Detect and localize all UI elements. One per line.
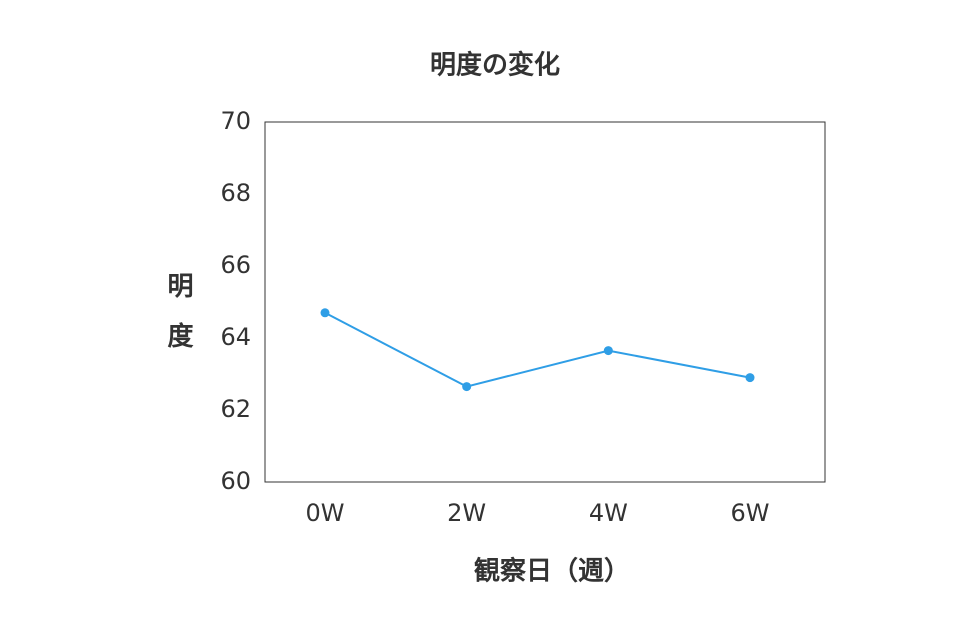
y-tick-label: 60 <box>220 467 251 495</box>
y-tick-label: 62 <box>220 395 251 423</box>
x-axis-label: 観察日（週） <box>474 556 630 587</box>
y-tick-label: 70 <box>220 107 251 135</box>
y-tick-label: 64 <box>220 323 251 351</box>
point <box>603 346 613 356</box>
point <box>745 373 755 383</box>
x-tick-label: 0W <box>306 499 345 527</box>
point <box>462 382 472 392</box>
line <box>324 311 751 388</box>
x-tick-label: 6W <box>731 499 770 527</box>
x-tick-label: 4W <box>589 499 628 527</box>
x-tick-label: 2W <box>447 499 486 527</box>
plot-frame <box>264 121 826 483</box>
chart-title: 明度の変化 <box>430 50 560 81</box>
point <box>320 308 330 318</box>
y-tick-label: 66 <box>220 251 251 279</box>
y-axis-label: 明度 <box>163 272 193 372</box>
y-tick-label: 68 <box>220 179 251 207</box>
